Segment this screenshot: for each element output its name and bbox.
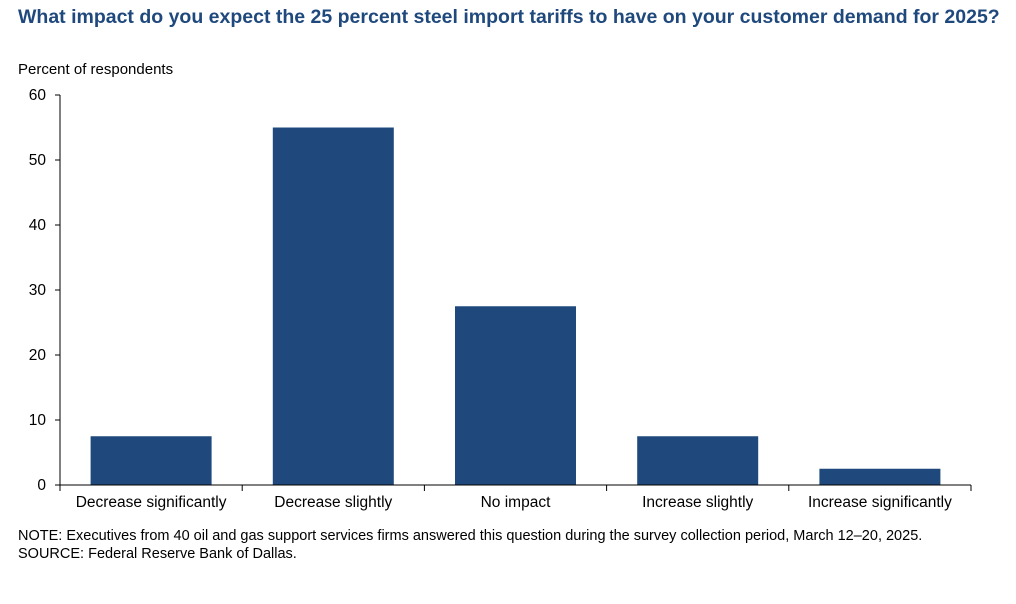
x-tick-label: Decrease slightly — [274, 494, 392, 511]
chart-footer: NOTE: Executives from 40 oil and gas sup… — [18, 527, 998, 563]
y-tick-label: 60 — [29, 87, 47, 104]
y-tick-label: 50 — [29, 152, 47, 169]
y-tick-label: 0 — [37, 477, 46, 494]
source-text: SOURCE: Federal Reserve Bank of Dallas. — [18, 546, 297, 562]
bar-4 — [819, 468, 941, 485]
x-tick-label: Increase slightly — [642, 494, 753, 511]
bar-3 — [637, 436, 759, 485]
y-tick-label: 20 — [29, 347, 47, 364]
y-tick-label: 10 — [29, 412, 47, 429]
bar-0 — [90, 436, 212, 485]
bar-1 — [272, 127, 394, 485]
note-text: NOTE: Executives from 40 oil and gas sup… — [18, 528, 923, 544]
chart-title: What impact do you expect the 25 percent… — [18, 6, 1000, 28]
x-tick-label: Increase significantly — [808, 494, 952, 511]
y-tick-label: 30 — [29, 282, 47, 299]
bar-2 — [455, 306, 576, 485]
y-axis-label: Percent of respondents — [18, 61, 174, 78]
x-tick-label: No impact — [481, 494, 551, 511]
y-tick-label: 40 — [29, 217, 47, 234]
x-tick-label: Decrease significantly — [76, 494, 227, 511]
